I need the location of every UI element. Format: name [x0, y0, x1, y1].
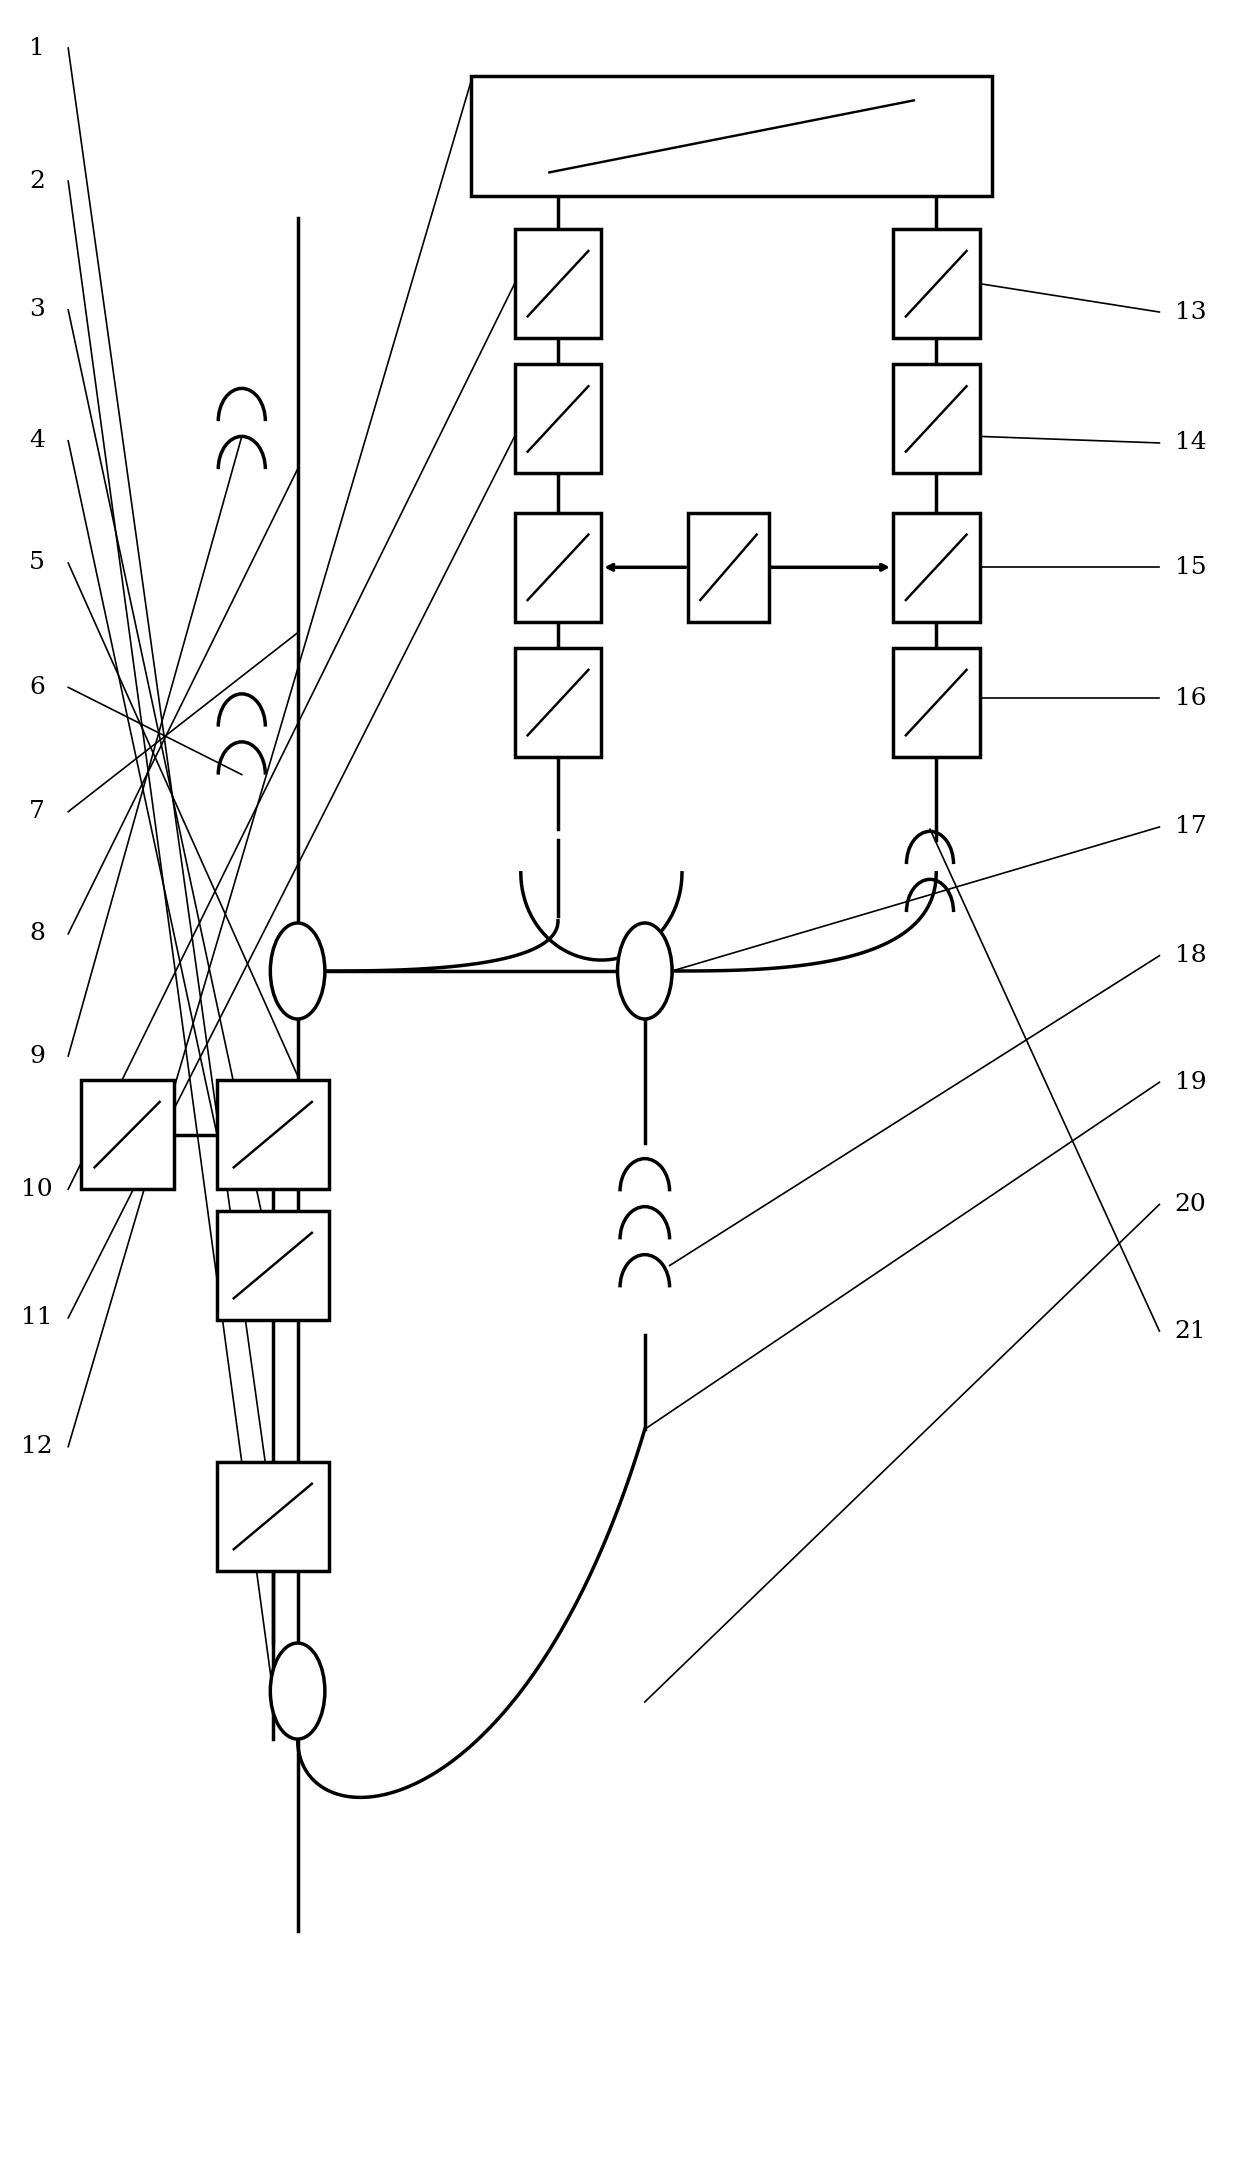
Text: 19: 19	[1174, 1071, 1207, 1093]
Text: 13: 13	[1174, 301, 1207, 323]
Text: 16: 16	[1174, 687, 1207, 709]
Bar	[217, 1462, 329, 1571]
Text: 20: 20	[1174, 1194, 1207, 1215]
Text: 7: 7	[30, 801, 45, 823]
Bar	[515, 229, 601, 338]
Text: 5: 5	[30, 552, 45, 574]
Text: 8: 8	[30, 923, 45, 945]
Bar	[515, 513, 601, 622]
Bar	[893, 364, 980, 473]
Bar	[893, 513, 980, 622]
Bar	[217, 1080, 329, 1189]
Bar	[217, 1211, 329, 1320]
Text: 6: 6	[30, 676, 45, 698]
Circle shape	[618, 923, 672, 1019]
Bar	[81, 1080, 174, 1189]
Text: 10: 10	[21, 1178, 53, 1200]
Text: 17: 17	[1174, 816, 1207, 838]
Text: 9: 9	[30, 1045, 45, 1067]
Text: 21: 21	[1174, 1320, 1207, 1342]
Text: 14: 14	[1174, 432, 1207, 454]
Bar	[893, 229, 980, 338]
Text: 18: 18	[1174, 945, 1207, 967]
Text: 15: 15	[1174, 556, 1207, 578]
Bar	[688, 513, 769, 622]
Text: 12: 12	[21, 1436, 53, 1458]
Text: 2: 2	[30, 170, 45, 192]
Bar	[515, 364, 601, 473]
Circle shape	[270, 923, 325, 1019]
Bar	[471, 76, 992, 196]
Text: 1: 1	[30, 37, 45, 59]
Bar	[515, 648, 601, 757]
Circle shape	[270, 1643, 325, 1739]
Text: 3: 3	[30, 299, 45, 321]
Text: 11: 11	[21, 1307, 53, 1329]
Text: 4: 4	[30, 430, 45, 452]
Bar	[893, 648, 980, 757]
